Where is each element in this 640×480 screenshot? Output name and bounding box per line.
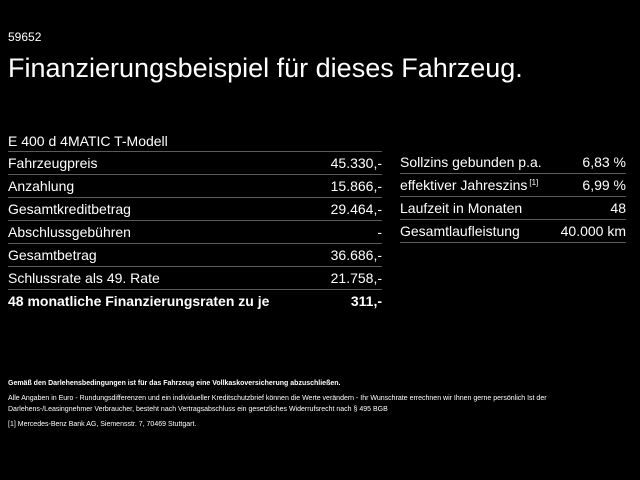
row-label: 48 monatliche Finanzierungsraten zu je bbox=[8, 293, 270, 309]
row-value: - bbox=[320, 220, 382, 244]
row-label: Schlussrate als 49. Rate bbox=[8, 266, 321, 290]
row-label: Abschlussgebühren bbox=[8, 220, 321, 244]
row-label-text: effektiver Jahreszins bbox=[400, 177, 528, 193]
table-row: effektiver Jahreszins [1] 6,99 % bbox=[400, 173, 626, 197]
row-value: 21.758,- bbox=[320, 266, 382, 290]
interest-table: Sollzins gebunden p.a. 6,83 % effektiver… bbox=[400, 151, 626, 243]
row-value: 40.000 km bbox=[554, 219, 626, 243]
monthly-rate-row: 48 monatliche Finanzierungsraten zu je 3… bbox=[8, 290, 382, 313]
table-row: Abschlussgebühren - bbox=[8, 220, 382, 244]
disclaimer-note: Alle Angaben in Euro - Rundungsdifferenz… bbox=[8, 395, 547, 413]
table-row: Anzahlung 15.866,- bbox=[8, 174, 382, 198]
page-title: Finanzierungsbeispiel für dieses Fahrzeu… bbox=[8, 53, 523, 83]
row-value: 15.866,- bbox=[320, 174, 382, 198]
footnote-marker: [1] bbox=[8, 421, 16, 428]
table-row: Sollzins gebunden p.a. 6,83 % bbox=[400, 151, 626, 174]
legal-notes: Gemäß den Darlehensbedingungen ist für d… bbox=[8, 378, 632, 434]
table-row: Gesamtbetrag 36.686,- bbox=[8, 243, 382, 267]
row-label: Gesamtbetrag bbox=[8, 243, 321, 267]
row-label: Sollzins gebunden p.a. bbox=[400, 151, 555, 174]
row-value: 48 bbox=[554, 196, 626, 220]
vehicle-id: 59652 bbox=[8, 30, 42, 44]
row-value: 6,83 % bbox=[554, 151, 626, 174]
row-label-text: Laufzeit in Monaten bbox=[400, 200, 523, 216]
row-label-text: Sollzins gebunden p.a. bbox=[400, 154, 542, 170]
table-row: Schlussrate als 49. Rate 21.758,- bbox=[8, 266, 382, 290]
model-name: E 400 d 4MATIC T-Modell bbox=[8, 133, 168, 149]
table-row: Gesamtkreditbetrag 29.464,- bbox=[8, 197, 382, 221]
row-value: 29.464,- bbox=[320, 197, 382, 221]
row-value: 36.686,- bbox=[320, 243, 382, 267]
row-value: 6,99 % bbox=[554, 173, 626, 197]
insurance-note: Gemäß den Darlehensbedingungen ist für d… bbox=[8, 380, 341, 387]
row-label-text: Gesamtlaufleistung bbox=[400, 223, 520, 239]
row-label: Gesamtkreditbetrag bbox=[8, 197, 321, 221]
financing-table: Fahrzeugpreis 45.330,- Anzahlung 15.866,… bbox=[8, 151, 382, 312]
row-label: Anzahlung bbox=[8, 174, 321, 198]
row-label: Laufzeit in Monaten bbox=[400, 196, 555, 220]
row-value: 45.330,- bbox=[320, 151, 382, 175]
table-row: Fahrzeugpreis 45.330,- bbox=[8, 151, 382, 175]
row-label: effektiver Jahreszins [1] bbox=[400, 173, 555, 197]
row-label: Fahrzeugpreis bbox=[8, 151, 321, 175]
row-label: Gesamtlaufleistung bbox=[400, 219, 555, 243]
footnote-text: Mercedes-Benz Bank AG, Siemensstr. 7, 70… bbox=[17, 421, 197, 428]
table-row: Gesamtlaufleistung 40.000 km bbox=[400, 219, 626, 243]
footnote-ref: [1] bbox=[529, 178, 539, 187]
table-row: Laufzeit in Monaten 48 bbox=[400, 196, 626, 220]
footnote: [1] Mercedes-Benz Bank AG, Siemensstr. 7… bbox=[8, 419, 632, 430]
row-value: 311,- bbox=[350, 293, 382, 309]
